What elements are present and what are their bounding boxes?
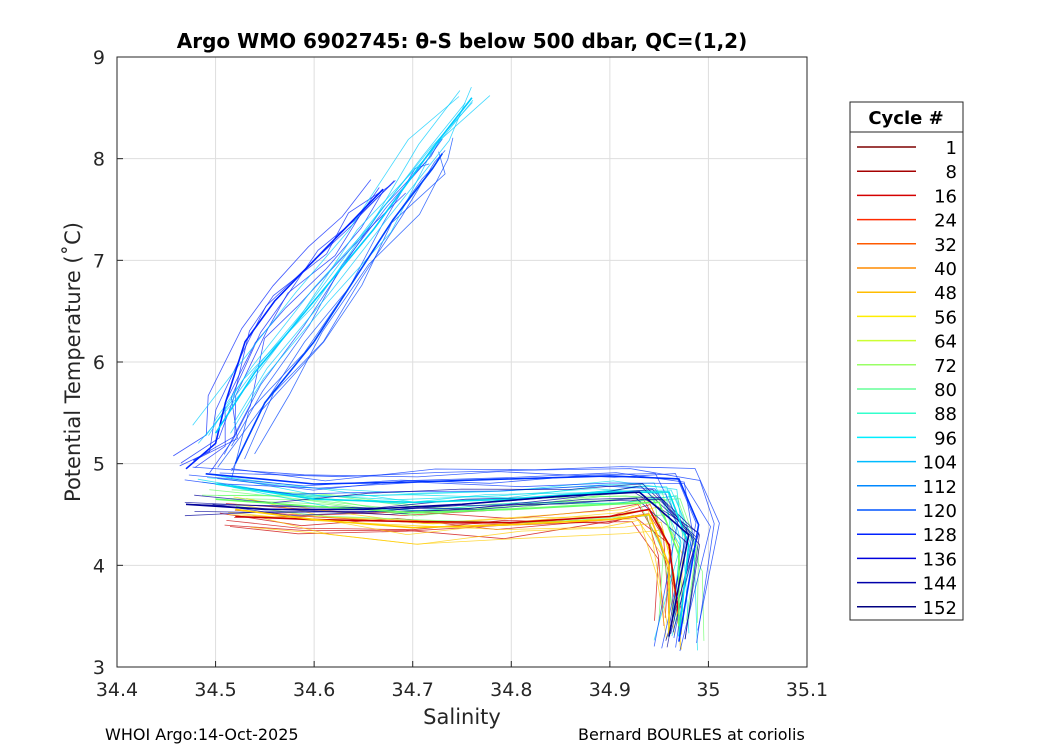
y-tick-label: 8	[93, 149, 105, 171]
profile-trace	[230, 490, 685, 624]
legend-entry-label: 8	[946, 162, 957, 183]
y-tick-label: 6	[93, 352, 105, 374]
profile-trace	[235, 503, 668, 626]
profile-trace	[230, 95, 491, 434]
x-axis-ticks: 34.4 34.5 34.6 34.7 34.8 34.9 35 35.1	[96, 661, 828, 701]
y-tick-label: 5	[93, 454, 105, 476]
profile-trace	[197, 478, 681, 641]
profile-trace	[231, 466, 720, 631]
profile-trace	[236, 505, 705, 641]
y-tick-label: 4	[93, 555, 105, 577]
y-axis-ticks: 3 4 5 6 7 8 9	[93, 47, 123, 679]
series-layer	[185, 97, 700, 642]
series-line	[214, 97, 473, 434]
legend-title: Cycle #	[868, 108, 943, 129]
legend-entry-label: 152	[923, 598, 957, 619]
legend-entry-label: 1	[946, 138, 957, 159]
y-tick-label: 3	[93, 657, 105, 679]
footer-credit-left: WHOI Argo:14-Oct-2025	[105, 725, 299, 744]
profile-trace	[192, 96, 460, 426]
profile-trace	[254, 137, 454, 455]
series-line	[205, 473, 700, 642]
legend-entry-label: 120	[923, 501, 957, 522]
chart-title: Argo WMO 6902745: θ-S below 500 dbar, QC…	[177, 29, 747, 53]
profile-trace	[217, 481, 711, 652]
profile-trace	[208, 102, 466, 436]
x-tick-label: 34.7	[392, 679, 434, 701]
legend-entry-label: 32	[934, 235, 957, 256]
profile-trace	[192, 466, 697, 639]
legend-entry-label: 56	[934, 307, 957, 328]
profile-trace	[184, 491, 700, 641]
series-line	[235, 508, 680, 617]
x-axis-label: Salinity	[423, 705, 501, 729]
legend-entry-label: 144	[923, 574, 957, 595]
series-line	[185, 491, 690, 637]
legend-entry-label: 104	[923, 453, 957, 474]
x-tick-label: 34.6	[293, 679, 335, 701]
legend-items: 1 8 16 24 32 40 48 56 64 72 80 88 96 104 112 120 128 136 1…	[857, 138, 957, 619]
profile-trace	[224, 514, 665, 627]
legend-entry-label: 136	[923, 549, 957, 570]
footer-credit-right: Bernard BOURLES at coriolis	[578, 725, 805, 744]
profile-trace	[192, 180, 396, 461]
profile-trace	[233, 86, 472, 424]
series-line	[185, 188, 384, 470]
y-tick-label: 9	[93, 47, 105, 69]
profile-trace	[180, 184, 391, 464]
legend-entry-label: 64	[934, 332, 957, 353]
profile-trace	[173, 179, 372, 457]
profile-trace	[217, 472, 693, 648]
y-tick-label: 7	[93, 250, 105, 272]
legend-entry-label: 80	[934, 380, 957, 401]
legend-entry-label: 128	[923, 525, 957, 546]
x-tick-label: 34.9	[589, 679, 631, 701]
legend-entry-label: 16	[934, 186, 957, 207]
profile-trace	[188, 473, 679, 647]
legend-entry-label: 112	[923, 477, 957, 498]
legend-entry-label: 88	[934, 404, 957, 425]
y-axis-label: Potential Temperature (˚C)	[61, 222, 85, 502]
x-tick-label: 34.5	[194, 679, 236, 701]
x-tick-label: 34.8	[490, 679, 532, 701]
series-line	[234, 153, 443, 465]
profile-trace	[213, 90, 461, 422]
legend-entry-label: 24	[934, 211, 957, 232]
profile-trace	[193, 485, 698, 633]
grid-lines	[117, 57, 807, 667]
series-line	[235, 508, 670, 637]
legend-entry-label: 96	[934, 428, 957, 449]
profile-trace	[209, 192, 406, 474]
legend-entry-label: 72	[934, 356, 957, 377]
legend: Cycle # 1 8 16 24 32 40 48 56 64 72 80 88 96 104 112 12…	[849, 101, 964, 621]
profile-trace	[184, 497, 688, 648]
legend-entry-label: 48	[934, 283, 957, 304]
x-tick-label: 35	[696, 679, 720, 701]
profile-trace	[212, 498, 701, 640]
legend-entry-label: 40	[934, 259, 957, 280]
x-tick-label: 35.1	[786, 679, 828, 701]
profile-trace	[215, 483, 673, 638]
profile-trace	[205, 102, 473, 436]
series-line	[215, 498, 680, 627]
x-tick-label: 34.4	[96, 679, 138, 701]
profile-trace	[193, 496, 700, 640]
